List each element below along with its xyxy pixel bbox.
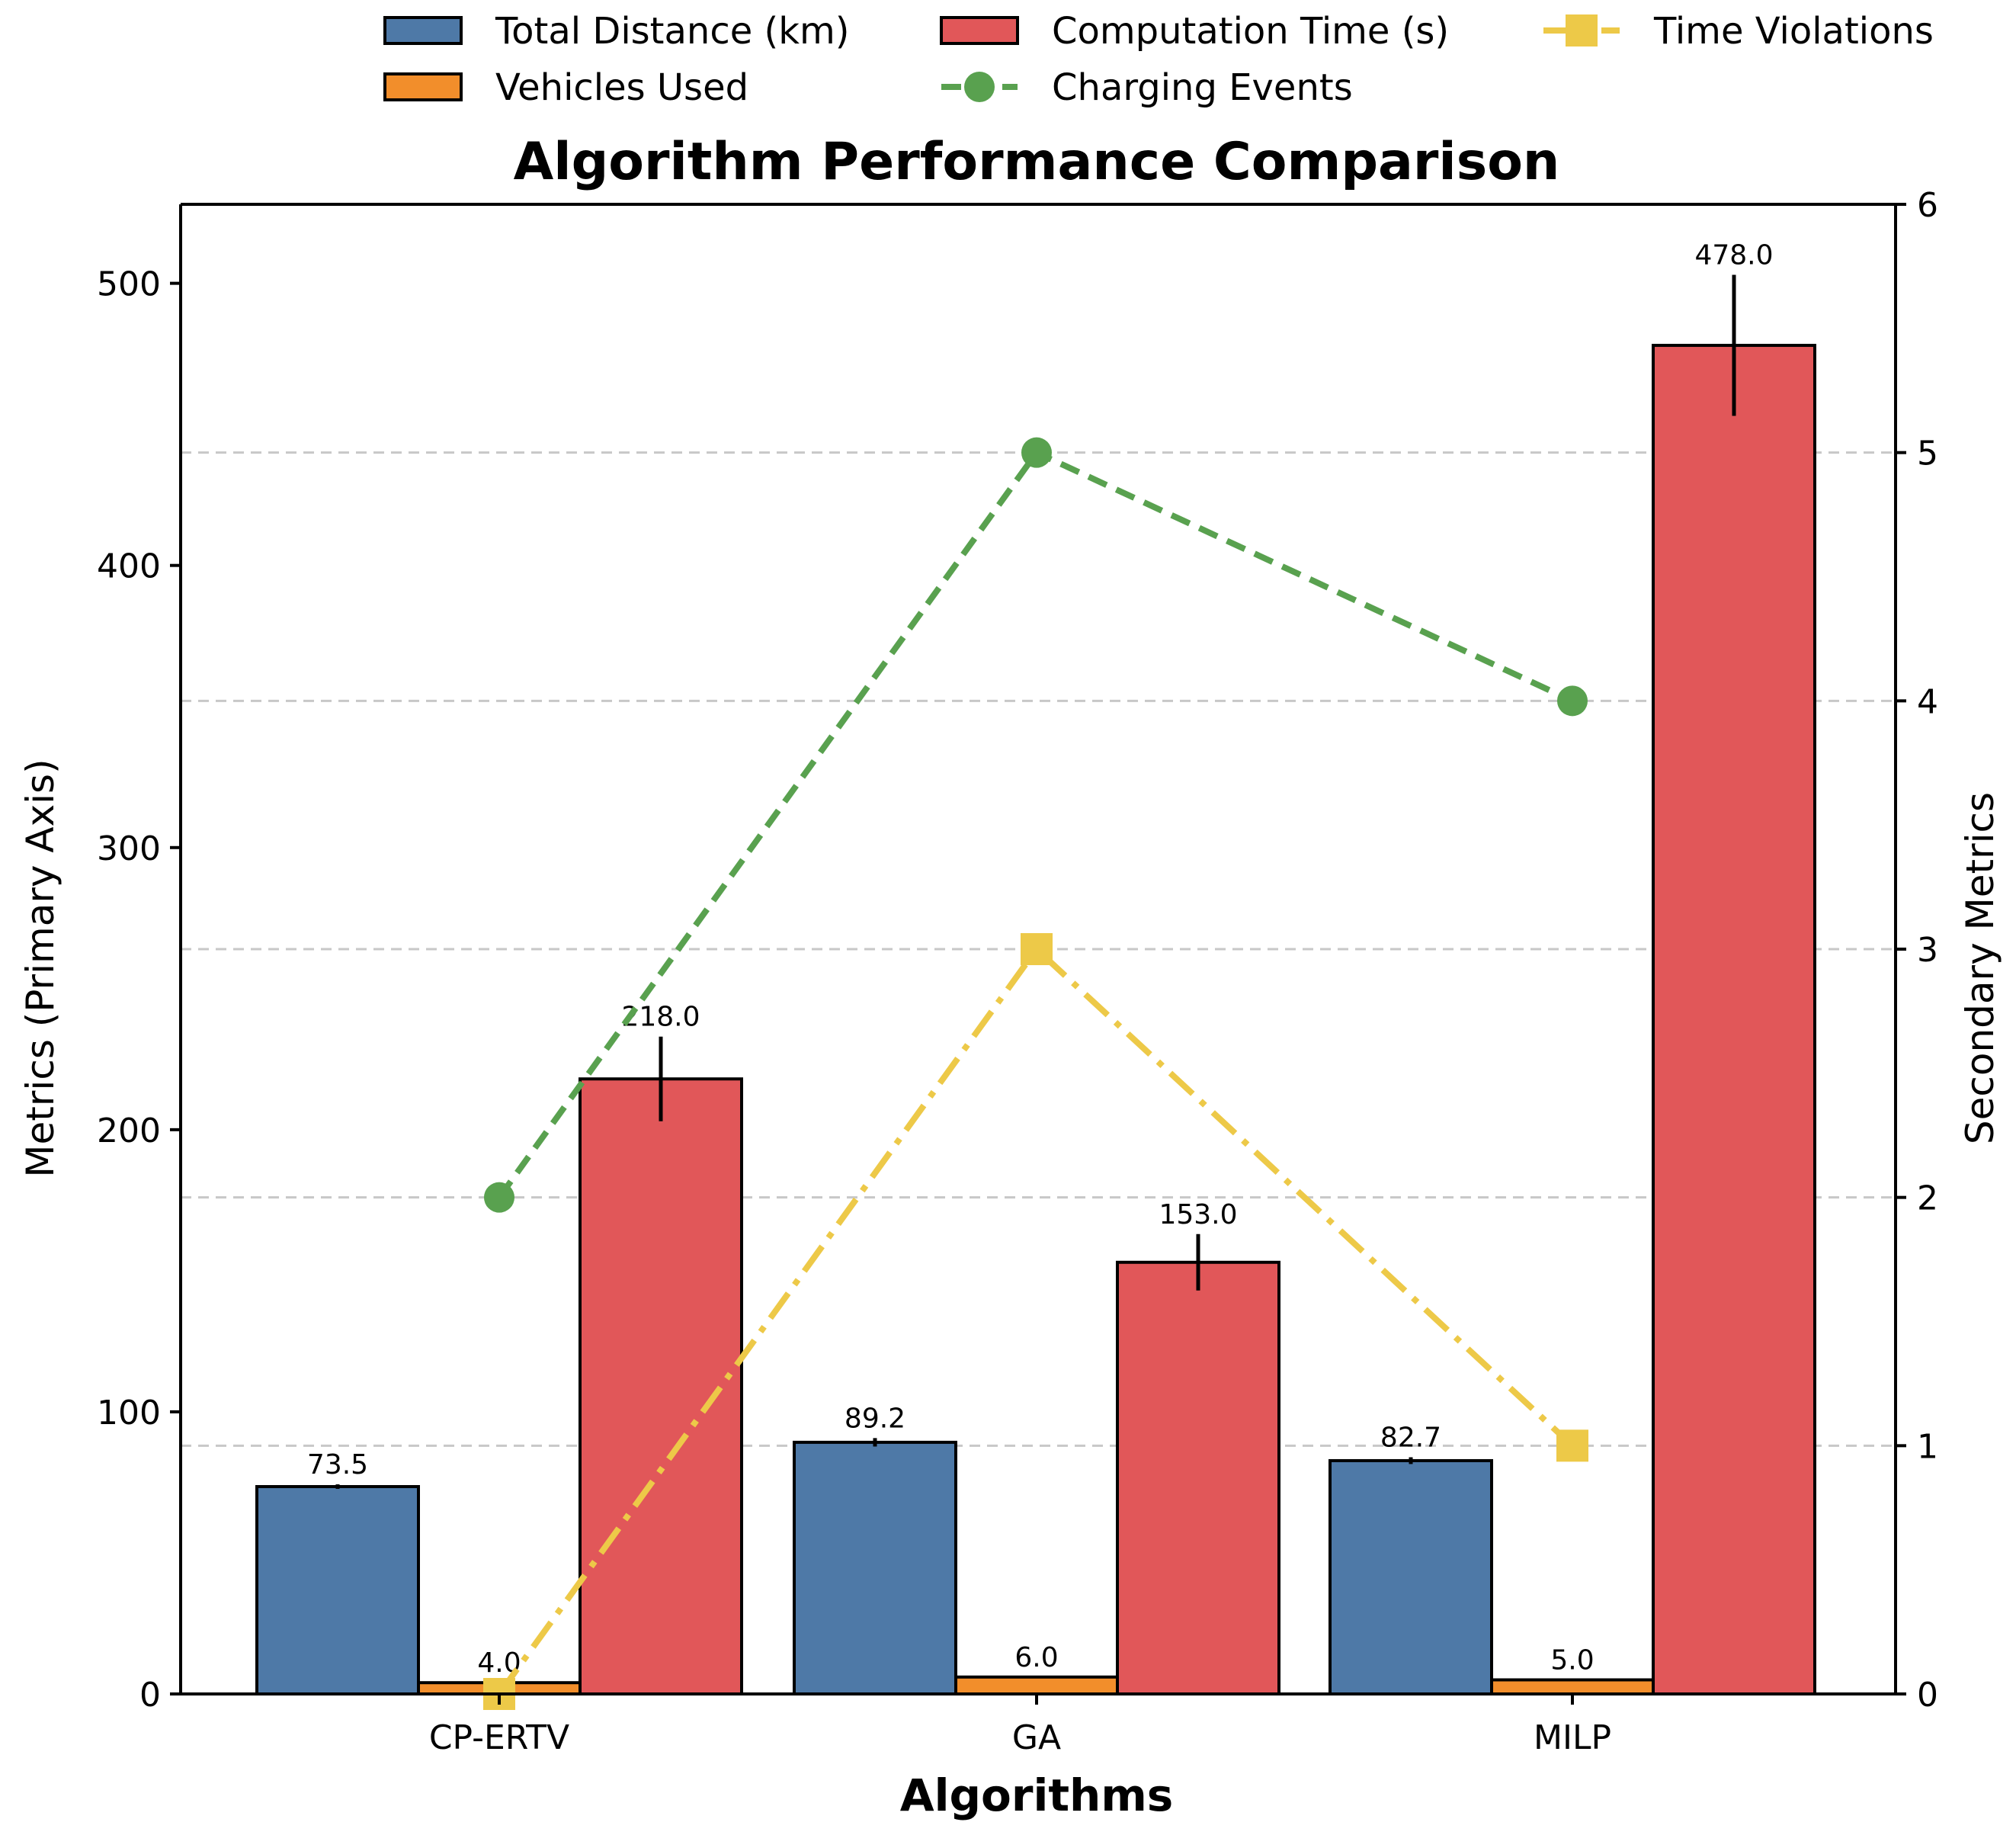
bar-computation-time-s--ga xyxy=(1116,1260,1280,1695)
bar-value-label: 153.0 xyxy=(1159,1199,1237,1230)
x-tick-label: GA xyxy=(1012,1718,1061,1757)
bar-total-distance-km--cp-ertv xyxy=(255,1484,420,1695)
secondary-y-tick-label: 5 xyxy=(1917,435,1938,473)
legend-swatch-computation-time-s- xyxy=(940,16,1019,45)
grid-lines xyxy=(181,451,1896,1447)
bar-computation-time-s--milp xyxy=(1652,344,1816,1696)
marker-time-violations xyxy=(1021,933,1053,965)
legend-swatch-total-distance-km- xyxy=(383,16,463,45)
legend-label-time-violations: Time Violations xyxy=(1653,10,1934,53)
bar-total-distance-km--ga xyxy=(793,1440,957,1696)
secondary-y-tick-label: 0 xyxy=(1917,1676,1938,1715)
bar-value-label: 218.0 xyxy=(621,1002,700,1033)
line-time-violations xyxy=(496,944,1575,1696)
x-axis-title: Algorithms xyxy=(900,1769,1174,1821)
y-tick-label: 500 xyxy=(97,265,161,304)
legend-marker-charging-events xyxy=(964,72,995,102)
secondary-y-tick-label: 1 xyxy=(1917,1427,1938,1466)
legend-label-computation-time-s-: Computation Time (s) xyxy=(1052,10,1449,53)
secondary-y-tick-label: 3 xyxy=(1917,931,1938,970)
legend-label-total-distance-km-: Total Distance (km) xyxy=(495,10,850,53)
bar-value-label: 82.7 xyxy=(1380,1423,1441,1454)
secondary-y-tick-label: 4 xyxy=(1917,682,1938,721)
bar-value-label: 5.0 xyxy=(1550,1644,1594,1676)
bar-total-distance-km--milp xyxy=(1329,1458,1493,1696)
x-tick-label: CP-ERTV xyxy=(429,1718,569,1757)
legend-label-vehicles-used: Vehicles Used xyxy=(495,66,748,109)
y-tick-label: 100 xyxy=(97,1394,161,1432)
marker-charging-events xyxy=(1557,685,1588,717)
legend: Total Distance (km) Computation Time (s) T… xyxy=(383,10,1934,109)
marker-charging-events xyxy=(484,1182,514,1213)
marker-charging-events xyxy=(1021,437,1052,468)
axes: 0 100 200 300 400 500 0 1 2 3 4 5 6 CP-ERTV GA MILP xyxy=(97,186,1938,1757)
y-tick-label: 0 xyxy=(139,1676,161,1715)
secondary-y-axis-title: Secondary Metrics xyxy=(1958,792,2002,1144)
y-tick-label: 300 xyxy=(97,829,161,868)
y-axis-title: Metrics (Primary Axis) xyxy=(18,759,62,1177)
marker-time-violations xyxy=(1556,1429,1588,1462)
bar-vehicles-used-milp xyxy=(1490,1678,1655,1695)
bar-value-label: 89.2 xyxy=(845,1403,905,1434)
y-tick-label: 200 xyxy=(97,1112,161,1150)
legend-swatch-vehicles-used xyxy=(383,72,463,101)
secondary-y-tick-label: 2 xyxy=(1917,1179,1938,1218)
bar-value-label: 6.0 xyxy=(1014,1642,1058,1673)
legend-label-charging-events: Charging Events xyxy=(1052,66,1353,109)
bar-value-label: 73.5 xyxy=(307,1449,368,1481)
chart-title: Algorithm Performance Comparison xyxy=(514,132,1560,192)
line-series xyxy=(483,437,1588,1710)
x-tick-label: MILP xyxy=(1534,1718,1611,1757)
y-tick-label: 400 xyxy=(97,547,161,586)
bar-value-label: 478.0 xyxy=(1694,240,1773,271)
bar-vehicles-used-ga xyxy=(954,1675,1119,1695)
secondary-y-tick-label: 6 xyxy=(1917,186,1938,225)
legend-marker-time-violations xyxy=(1566,14,1598,47)
